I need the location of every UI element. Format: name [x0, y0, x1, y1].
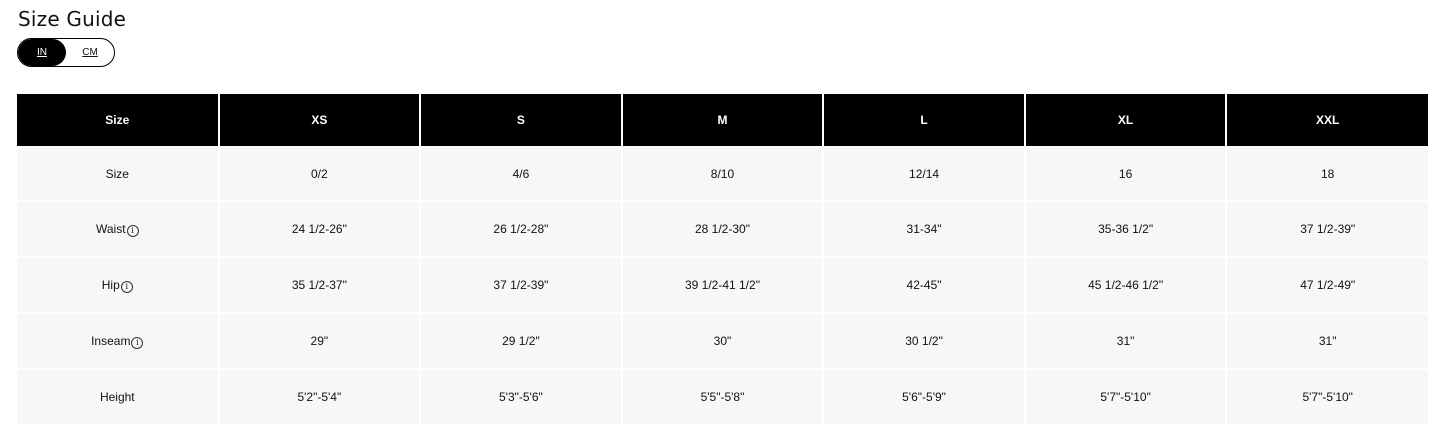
- row-label-text: Height: [99, 390, 135, 404]
- table-cell: 5'7"-5'10": [1023, 368, 1228, 426]
- row-label: Hip i: [17, 256, 220, 314]
- table-cell: 24 1/2-26": [217, 200, 422, 258]
- row-label-text: Hip: [101, 277, 120, 292]
- size-table: Size XS S M L XL XXL Size 0/2 4/6 8/10 12/14 16 18 Wa…: [17, 94, 1428, 426]
- table-row: Hip i 35 1/2-37" 37 1/2-39" 39 1/2-41 1/2" 42…: [17, 256, 1428, 314]
- table-cell: 39 1/2-41 1/2": [620, 256, 825, 314]
- row-label: Inseam i: [17, 312, 220, 370]
- table-cell: 30": [620, 312, 825, 370]
- row-label-text: Waist: [96, 221, 126, 236]
- table-cell: 28 1/2-30": [620, 200, 825, 258]
- column-header: M: [620, 94, 825, 148]
- column-header: L: [822, 94, 1026, 148]
- table-cell: 5'3"-5'6": [419, 368, 623, 426]
- row-label: Height: [17, 368, 220, 426]
- table-cell: 37 1/2-39": [1225, 200, 1428, 258]
- table-cell: 12/14: [822, 146, 1026, 202]
- table-cell: 37 1/2-39": [419, 256, 623, 314]
- table-cell: 35 1/2-37": [217, 256, 422, 314]
- info-icon[interactable]: i: [131, 336, 144, 349]
- column-header: XL: [1023, 94, 1228, 148]
- table-cell: 18: [1225, 146, 1428, 202]
- unit-toggle[interactable]: IN CM: [17, 38, 115, 67]
- table-row: Height 5'2"-5'4" 5'3"-5'6" 5'5"-5'8" 5'6"-5'…: [17, 368, 1428, 426]
- table-cell: 26 1/2-28": [419, 200, 623, 258]
- table-cell: 42-45": [822, 256, 1026, 314]
- table-cell: 0/2: [217, 146, 422, 202]
- table-cell: 29 1/2": [419, 312, 623, 370]
- table-row: Inseam i 29" 29 1/2" 30" 30 1/2" 31" 31": [17, 312, 1428, 370]
- table-row: Size 0/2 4/6 8/10 12/14 16 18: [17, 146, 1428, 202]
- column-header: XS: [217, 94, 422, 148]
- table-cell: 8/10: [620, 146, 825, 202]
- column-header: Size: [17, 94, 220, 148]
- row-label: Size: [17, 146, 220, 202]
- unit-option-in[interactable]: IN: [18, 39, 66, 66]
- table-row: Waist i 24 1/2-26" 26 1/2-28" 28 1/2-30" 31-3…: [17, 200, 1428, 258]
- table-cell: 5'7"-5'10": [1225, 368, 1428, 426]
- table-cell: 16: [1023, 146, 1228, 202]
- row-label-text: Inseam: [91, 333, 131, 348]
- table-cell: 47 1/2-49": [1225, 256, 1428, 314]
- unit-option-cm[interactable]: CM: [82, 47, 98, 58]
- column-header: XXL: [1225, 94, 1428, 148]
- table-cell: 31-34": [822, 200, 1026, 258]
- table-cell: 29": [217, 312, 422, 370]
- table-cell: 4/6: [419, 146, 623, 202]
- table-cell: 35-36 1/2": [1023, 200, 1228, 258]
- table-cell: 5'6"-5'9": [822, 368, 1026, 426]
- row-label-text: Size: [105, 167, 129, 181]
- table-cell: 30 1/2": [822, 312, 1026, 370]
- table-cell: 5'5"-5'8": [620, 368, 825, 426]
- table-cell: 45 1/2-46 1/2": [1023, 256, 1228, 314]
- page-title: Size Guide: [18, 7, 127, 31]
- table-cell: 31": [1023, 312, 1228, 370]
- info-icon[interactable]: i: [126, 224, 139, 237]
- info-icon[interactable]: i: [120, 280, 133, 293]
- table-header-row: Size XS S M L XL XXL: [17, 94, 1428, 148]
- table-cell: 31": [1225, 312, 1428, 370]
- column-header: S: [419, 94, 623, 148]
- row-label: Waist i: [17, 200, 220, 258]
- table-cell: 5'2"-5'4": [217, 368, 422, 426]
